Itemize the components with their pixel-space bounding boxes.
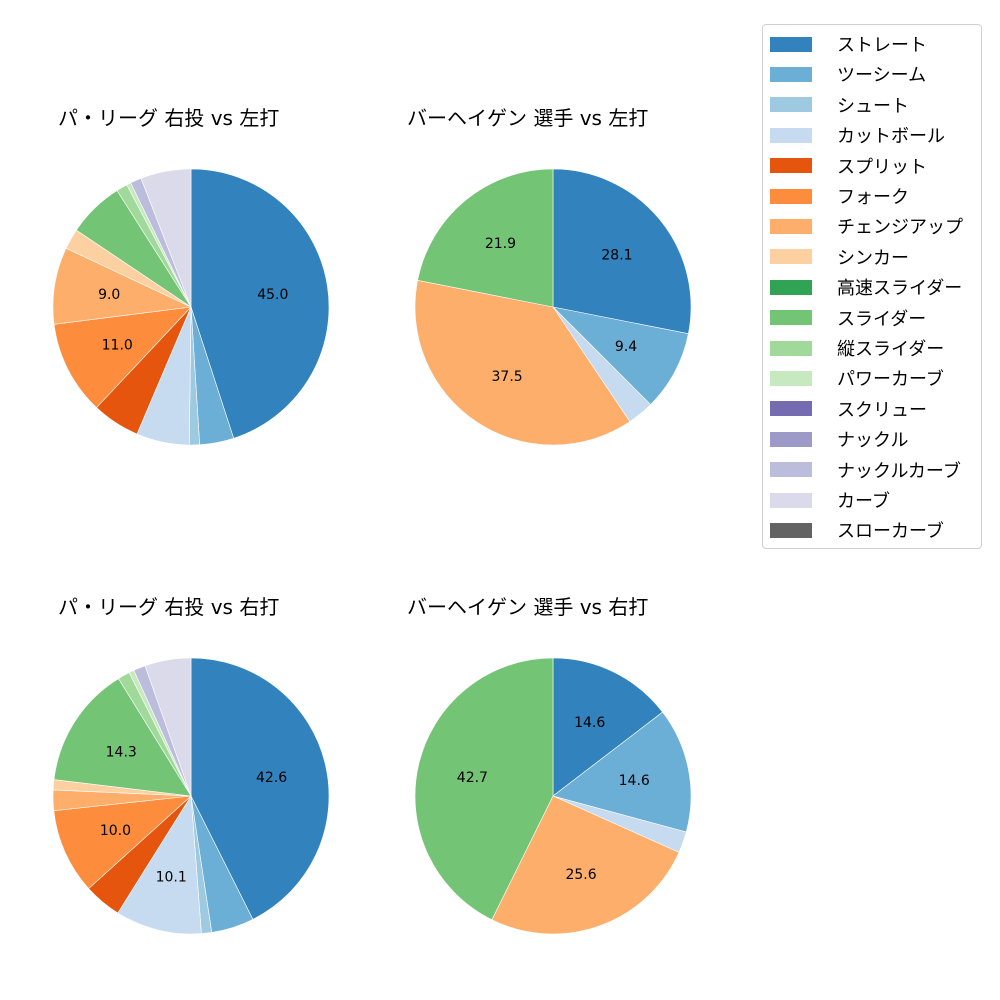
slice-percent-label: 14.6 [619, 773, 650, 789]
legend-swatch [770, 158, 812, 174]
legend-item: フォーク [770, 185, 909, 208]
pie-slice [117, 795, 202, 935]
legend-item: ツーシーム [770, 63, 927, 87]
legend-swatch [770, 370, 812, 386]
pie-slice [552, 306, 689, 406]
legend-label: スローカーブ [837, 521, 944, 543]
legend-swatch [770, 492, 812, 508]
legend-label: シンカー [837, 247, 909, 269]
legend-item: 縦スライダー [770, 337, 945, 360]
slice-percent-label: 10.1 [156, 869, 187, 885]
legend-label: チェンジアップ [837, 217, 963, 239]
pie-slice [414, 657, 554, 921]
pie-slice [414, 279, 631, 446]
pie-slice [552, 168, 692, 335]
legend-label: ナックル [837, 430, 909, 452]
legend-swatch [770, 66, 812, 82]
legend-label: 縦スライダー [837, 339, 945, 360]
legend-swatch [770, 522, 812, 538]
slice-percent-label: 11.0 [102, 338, 133, 354]
pie-slice [53, 678, 192, 797]
legend-label: パワーカーブ [837, 369, 944, 391]
legend-item: スライダー [770, 307, 927, 330]
legend-item: スローカーブ [770, 519, 944, 543]
slice-percent-label: 9.4 [615, 339, 637, 355]
pie-slice [190, 168, 330, 439]
pie-slice [417, 168, 554, 308]
legend-swatch [770, 279, 812, 295]
legend-item: スプリット [770, 155, 927, 178]
legend-swatch [770, 36, 812, 52]
legend-item: シンカー [770, 246, 909, 269]
pie-slice [53, 795, 192, 889]
slice-percent-label: 37.5 [492, 369, 523, 385]
legend-swatch [770, 249, 812, 265]
legend-swatch [770, 431, 812, 447]
legend-label: シュート [837, 95, 909, 117]
legend-label: ツーシーム [837, 65, 927, 87]
legend-item: スクリュー [770, 398, 927, 421]
legend-item: 高速スライダー [770, 276, 963, 300]
legend-item: カットボール [770, 124, 945, 148]
slice-percent-label: 14.3 [106, 744, 137, 760]
pie-slice [140, 168, 192, 308]
chart-title-player-vs-rhb: バーヘイゲン 選手 vs 右打 [407, 595, 649, 619]
legend-item: パワーカーブ [770, 367, 944, 391]
legend-item: ストレート [770, 33, 927, 56]
legend-swatch [770, 401, 812, 417]
slice-percent-label: 45.0 [257, 287, 288, 303]
slice-percent-label: 28.1 [601, 247, 632, 263]
legend-item: ナックルカーブ [770, 459, 961, 482]
legend-label: 高速スライダー [837, 278, 963, 300]
legend-swatch [770, 462, 812, 478]
legend-item: シュート [770, 94, 909, 117]
legend-label: ナックルカーブ [837, 460, 961, 482]
chart-title-pl-rhp-vs-rhb: パ・リーグ 右投 vs 右打 [58, 595, 280, 619]
pie-slice [190, 657, 330, 920]
legend-label: スプリット [837, 156, 927, 178]
legend-label: スクリュー [837, 399, 927, 421]
legend-swatch [770, 310, 812, 326]
legend-swatch [770, 340, 812, 356]
legend-label: カットボール [837, 126, 945, 148]
pie-slice [552, 711, 692, 833]
legend-item: チェンジアップ [770, 215, 963, 239]
chart-legend: ストレートツーシームシュートカットボール スプリットフォークチェンジアップ シンカー… [762, 24, 982, 549]
legend-label: カーブ [837, 491, 890, 512]
pie-slice [491, 795, 680, 935]
chart-title-player-vs-lhb: バーヘイゲン 選手 vs 左打 [407, 106, 649, 130]
legend-label: ストレート [837, 35, 927, 56]
slice-percent-label: 42.6 [256, 770, 287, 786]
legend-swatch [770, 218, 812, 234]
chart-title-pl-rhp-vs-lhb: パ・リーグ 右投 vs 左打 [58, 106, 280, 130]
legend-swatch [770, 188, 812, 204]
slice-percent-label: 14.6 [574, 715, 605, 731]
pie-slice [552, 657, 663, 797]
legend-item: ナックル [770, 428, 909, 452]
legend-swatch [770, 97, 812, 113]
pie-slice [53, 306, 192, 409]
legend-label: フォーク [837, 187, 909, 208]
slice-percent-label: 21.9 [485, 236, 516, 252]
legend-item: カーブ [770, 489, 890, 512]
legend-swatch [770, 127, 812, 143]
slice-percent-label: 10.0 [100, 823, 131, 839]
legend-label: スライダー [837, 308, 927, 330]
slice-percent-label: 25.6 [565, 867, 596, 883]
slice-percent-label: 9.0 [98, 287, 120, 303]
pie-slice [144, 657, 192, 797]
slice-percent-label: 42.7 [457, 770, 488, 786]
